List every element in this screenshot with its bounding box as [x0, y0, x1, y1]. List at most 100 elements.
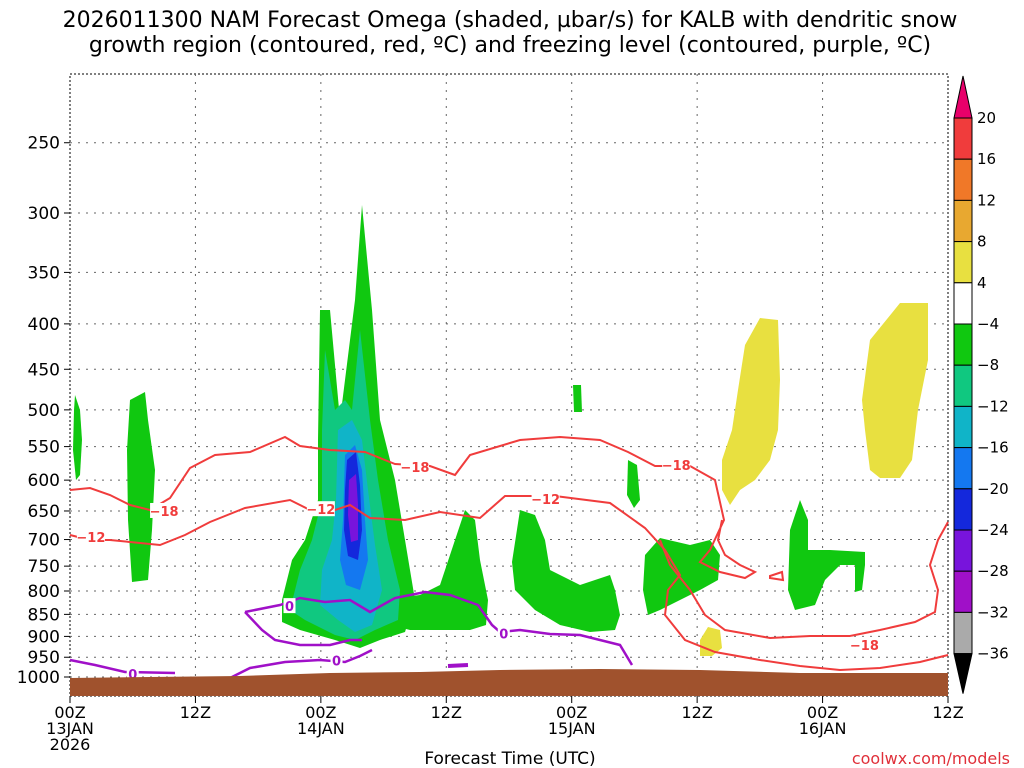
colorbar-label-9: −20: [977, 480, 1009, 498]
contour-labels: −18 −12 −12 −18 −12 −18 −18 0 0 0 0: [76, 457, 879, 683]
colorbar-segment-12: [953, 570, 973, 613]
colorbar-segment-13: [953, 611, 973, 655]
colorbar-label-8: −16: [977, 439, 1009, 457]
omega-sink-area-1: [722, 318, 780, 505]
colorbar-segment-5: [953, 282, 973, 325]
x-tick-label-24-1: 14JAN: [297, 719, 345, 738]
colorbar-label-7: −12: [977, 397, 1009, 415]
y-tick-label-550: 550: [28, 438, 60, 458]
colorbar-segment-10: [953, 488, 973, 531]
contour-label-1: −12: [76, 531, 105, 546]
colorbar-label-5: −4: [977, 315, 999, 333]
contour-label-4: −12: [531, 493, 560, 508]
freezing-line-hook: [244, 611, 362, 647]
contour-label-bg-0: [150, 502, 179, 518]
freezing-line-mid: [229, 648, 373, 680]
chart-title-line-2: growth region (contoured, red, ºC) and f…: [89, 33, 931, 58]
freezing-line-low: [69, 658, 176, 675]
colorbar-segment-6: [953, 323, 973, 366]
contour-label-2: −12: [306, 503, 335, 518]
contour-label-5: −18: [662, 459, 691, 474]
contour-label-10: 0: [499, 627, 508, 642]
colorbar-segment-9: [953, 447, 973, 490]
y-tick-label-600: 600: [28, 471, 60, 491]
contour-label-bg-5: [662, 457, 691, 473]
x-tick-label-0-2: 2026: [50, 735, 91, 754]
omega-area-late-1: [643, 538, 720, 615]
colorbar-segment-2: [953, 158, 973, 201]
y-tick-label-250: 250: [28, 134, 60, 154]
x-axis-title: Forecast Time (UTC): [424, 749, 595, 768]
x-tick-label-24-0: 00Z: [305, 703, 336, 722]
terrain-surface: [70, 669, 948, 696]
y-tick-label-850: 850: [28, 605, 60, 625]
contour-label-0: −18: [150, 505, 179, 520]
colorbar-label-6: −8: [977, 356, 999, 374]
x-tick-label-60-0: 12Z: [681, 703, 712, 722]
x-tick-label-36-0: 12Z: [431, 703, 462, 722]
omega-area-small-2: [627, 460, 640, 508]
contour-label-bg-10: [497, 625, 510, 641]
colorbar-segment-11: [953, 529, 973, 572]
freezing-line-upper: [244, 590, 634, 666]
y-tick-label-400: 400: [28, 315, 60, 335]
colorbar: 20 16 12 8 4 −4 −8 −12 −16 −20 −24 −28 −32 −36: [953, 75, 1009, 694]
omega-area-mid-2: [512, 510, 620, 632]
x-tick-label-72-0: 00Z: [807, 703, 838, 722]
contour-label-bg-4: [531, 490, 560, 506]
colorbar-segment-4: [953, 241, 973, 284]
x-tick-label-0-1: 13JAN: [46, 719, 94, 738]
freezing-line-blip: [447, 663, 469, 668]
dgz-contour-upper: [69, 435, 758, 580]
dgz-contours: [69, 435, 949, 672]
colorbar-segment-7: [953, 364, 973, 407]
dgz-contour-small-loop: [769, 570, 785, 582]
chart-title-line-1: 2026011300 NAM Forecast Omega (shaded, µ…: [63, 8, 958, 33]
y-tick-label-650: 650: [28, 502, 60, 522]
x-tick-label-0-0: 00Z: [54, 703, 85, 722]
contour-label-bg-6: [850, 636, 879, 652]
dgz-contour-middle: [69, 495, 949, 672]
omega-area-late-2: [788, 500, 865, 610]
freezing-level-contours: [69, 590, 634, 680]
colorbar-label-0: 20: [977, 109, 996, 127]
omega-area-small-1: [573, 385, 582, 412]
y-tick-label-300: 300: [28, 204, 60, 224]
contour-label-bg-1: [76, 528, 105, 544]
colorbar-label-13: −36: [977, 645, 1009, 663]
omega-area-early-left: [73, 395, 82, 480]
colorbar-label-4: 4: [977, 274, 987, 292]
colorbar-bottom-triangle: [953, 653, 973, 694]
y-tick-label-500: 500: [28, 401, 60, 421]
plot-frame: [69, 73, 949, 697]
colorbar-label-3: 8: [977, 233, 987, 251]
y-tick-label-450: 450: [28, 360, 60, 380]
contour-label-bg-9: [330, 652, 343, 668]
x-tick-label-84-0: 12Z: [932, 703, 963, 722]
colorbar-label-11: −28: [977, 562, 1009, 580]
contour-label-7: 0: [128, 668, 137, 683]
contour-label-bg-8: [283, 598, 296, 614]
colorbar-segment-8: [953, 405, 973, 449]
contour-label-bg-3: [400, 459, 429, 475]
contour-label-6: −18: [850, 639, 879, 654]
dgz-contour-lower: [659, 521, 949, 640]
omega-area-early: [127, 392, 155, 582]
colorbar-label-10: −24: [977, 521, 1009, 539]
contour-label-9: 0: [332, 654, 341, 669]
y-tick-label-800: 800: [28, 582, 60, 602]
y-axis: 2503003504004505005506006507007508008509…: [17, 134, 70, 688]
contour-label-bg-2: [306, 501, 335, 517]
y-tick-label-700: 700: [28, 531, 60, 551]
x-tick-label-12-0: 12Z: [180, 703, 211, 722]
y-tick-label-350: 350: [28, 263, 60, 283]
colorbar-top-triangle: [953, 75, 973, 119]
colorbar-segment-3: [953, 199, 973, 243]
colorbar-label-12: −32: [977, 603, 1009, 621]
y-tick-label-1000: 1000: [17, 668, 60, 688]
colorbar-label-2: 12: [977, 191, 996, 209]
y-tick-label-950: 950: [28, 648, 60, 668]
x-tick-label-48-0: 00Z: [556, 703, 587, 722]
